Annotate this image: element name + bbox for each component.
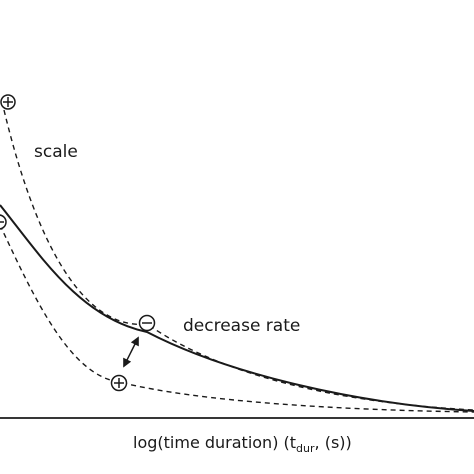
- main-solid-curve: [0, 204, 474, 412]
- lower-dashed-curve: [0, 224, 474, 413]
- upper-dashed-curve: [3, 109, 474, 411]
- plus-symbol-bottom: [110, 374, 128, 392]
- minus-symbol-middle: [138, 314, 156, 332]
- decrease-rate-label: decrease rate: [183, 316, 300, 336]
- x-axis-label: log(time duration) (tdur, (s)): [133, 433, 352, 455]
- x-axis-label-tail: , (s)): [315, 433, 352, 452]
- minus-symbol-left: [0, 214, 7, 230]
- x-axis-label-main: log(time duration) (t: [133, 433, 296, 452]
- x-axis-label-subscript: dur: [296, 442, 315, 455]
- decrease-rate-arrow: [123, 336, 139, 368]
- plus-symbol-top: [0, 94, 16, 110]
- scale-label: scale: [34, 142, 78, 162]
